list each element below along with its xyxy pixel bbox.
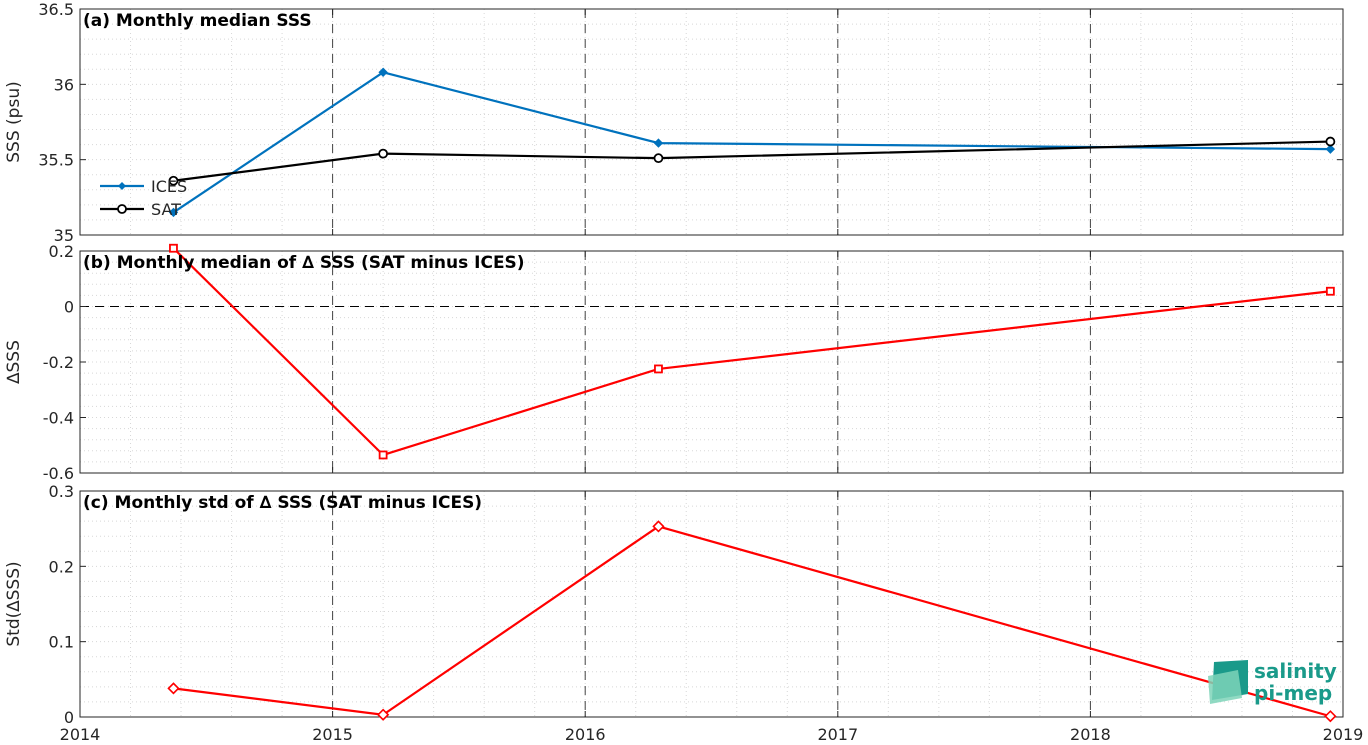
- data-point: [654, 364, 663, 374]
- y-axis-label: SSS (psu): [4, 81, 24, 162]
- data-point: [652, 520, 665, 533]
- panel-title: (b) Monthly median of ∆ SSS (SAT minus I…: [83, 253, 525, 273]
- series-line: [172, 71, 1331, 214]
- series-line: [173, 525, 1331, 718]
- panel-title: (c) Monthly std of ∆ SSS (SAT minus ICES…: [83, 493, 482, 513]
- data-point: [378, 450, 388, 460]
- legend: ICES SAT: [100, 177, 187, 219]
- panel-title: (a) Monthly median SSS: [83, 11, 312, 31]
- data-point: [653, 153, 664, 164]
- plot-area: [80, 491, 1343, 717]
- y-tick-label: 36.5: [38, 0, 74, 19]
- axes-box: [79, 8, 1344, 236]
- y-axis-label: ∆SSS: [4, 340, 24, 385]
- legend-marker: [117, 204, 127, 214]
- data-point: [167, 682, 180, 695]
- y-tick-label: 0: [64, 298, 74, 317]
- y-tick-label: -0.6: [43, 464, 74, 483]
- data-point: [1325, 286, 1335, 296]
- data-point: [376, 708, 390, 721]
- legend-marker: [118, 182, 126, 190]
- y-tick-label: -0.4: [43, 409, 74, 428]
- axes-box: [79, 490, 1344, 718]
- data-point: [378, 67, 388, 77]
- series-line: [172, 247, 1331, 457]
- data-point: [169, 243, 178, 253]
- x-tick-label: 2016: [565, 725, 606, 744]
- y-tick-label: 0.2: [49, 242, 74, 261]
- y-axis-label: Std(∆SSS): [4, 561, 24, 646]
- panel-c: 0 0.1 0.2 0.3 2014 2015 2016 2017 2018 2019 Std(∆S…: [4, 482, 1363, 744]
- salinity-pi-mep-logo: salinity pi-mep: [1208, 659, 1337, 705]
- data-point: [1325, 144, 1336, 154]
- logo-text-pimep: pi-mep: [1254, 681, 1332, 705]
- logo-text-salinity: salinity: [1254, 659, 1337, 683]
- panel-b: -0.6 -0.4 -0.2 0 0.2 ∆SSS (b) Monthly median o…: [4, 242, 1344, 483]
- y-tick-label: 0.3: [49, 482, 74, 501]
- data-point: [1324, 710, 1337, 723]
- data-point: [378, 148, 389, 159]
- y-tick-label: 0.1: [49, 633, 74, 652]
- y-tick-label: -0.2: [43, 353, 74, 372]
- y-tick-label: 0.2: [49, 557, 74, 576]
- y-tick-label: 0: [64, 708, 74, 727]
- data-point: [168, 175, 179, 186]
- y-tick-label: 35.5: [38, 151, 74, 170]
- data-point: [168, 207, 179, 218]
- legend-label: ICES: [151, 177, 187, 196]
- series-line: [173, 140, 1331, 182]
- x-tick-label: 2017: [817, 725, 858, 744]
- y-tick-label: 36: [54, 75, 74, 94]
- data-point: [653, 138, 664, 148]
- panel-a: 35 35.5 36 36.5 SSS (psu) (a) Monthly median …: [4, 0, 1344, 245]
- legend-label: SAT: [151, 200, 181, 219]
- x-tick-label: 2019: [1323, 725, 1364, 744]
- y-tick-label: 35: [54, 226, 74, 245]
- logo-mark-front: [1208, 670, 1242, 704]
- data-point: [1325, 136, 1336, 147]
- x-tick-label: 2014: [60, 725, 101, 744]
- x-tick-label: 2015: [312, 725, 353, 744]
- plot-area: [80, 9, 1343, 235]
- x-tick-label: 2018: [1070, 725, 1111, 744]
